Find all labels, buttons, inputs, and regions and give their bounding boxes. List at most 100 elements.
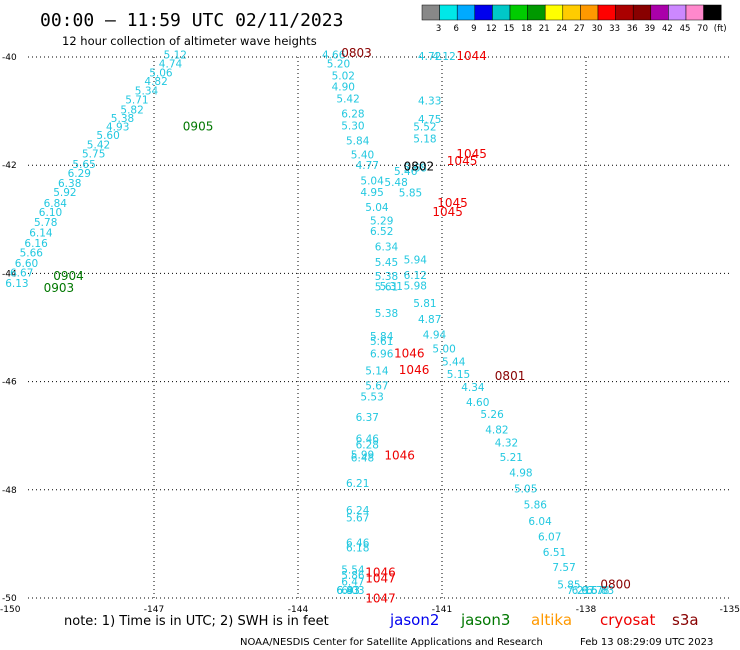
swh-value-label: 5.06 (149, 67, 173, 79)
swh-value-label: 5.21 (500, 452, 523, 464)
colorbar-label: 9 (471, 24, 476, 34)
colorbar-label: 15 (504, 24, 515, 34)
swh-value-label: 5.71 (125, 95, 148, 107)
swh-value-label: 5.99 (351, 449, 374, 461)
y-tick-label: -44 (2, 269, 17, 279)
colorbar-swatch (632, 4, 652, 21)
time-labels: 0803 104409051045104508021045104509040903… (44, 46, 631, 605)
colorbar-swatch (439, 4, 458, 21)
colorbar-label: 45 (680, 24, 691, 34)
swh-value-label: 5.53 (360, 392, 383, 404)
swh-value-label: 6.83 (336, 585, 359, 597)
pass-time-label: 1046 (365, 565, 396, 579)
swh-value-label: 5.84 (346, 136, 370, 148)
swh-value-label: 5.34 (135, 85, 159, 97)
swh-value-label: 4.82 (485, 425, 508, 437)
pass-time-label: 1046 (394, 346, 425, 360)
swh-value-label: 4.66 (322, 50, 346, 62)
colorbar-swatch (421, 4, 440, 21)
swh-value-label: 5.75 (82, 149, 105, 161)
footer-note: note: 1) Time is in UTC; 2) SWH is in fe… (64, 614, 329, 629)
y-tick-label: -46 (2, 378, 17, 388)
swh-value-label: 6.16 (24, 238, 48, 250)
swh-value-label: 6.38 (58, 178, 81, 190)
swh-value-label: 6.29 (68, 168, 91, 180)
swh-value-label: 5.61 (370, 336, 393, 348)
swh-value-label: 5.40 (351, 150, 374, 162)
colorbar-label: 39 (644, 24, 655, 34)
pass-time-label: 1047 (365, 571, 396, 585)
pass-time-label: 1045 (432, 205, 463, 219)
x-tick-label: -147 (144, 605, 164, 615)
swh-value-label: 5.52 (413, 122, 436, 134)
swh-value-label: 6.47 (341, 577, 364, 589)
swh-value-label: 4.87 (418, 314, 441, 326)
legend-entry-jason2: jason2 (389, 611, 439, 629)
swh-value-label: 4.90 (332, 82, 355, 94)
swh-value-label: 6.37 (356, 412, 379, 424)
x-tick-label: -150 (0, 605, 21, 615)
colorbar-label: 3 (436, 24, 441, 34)
pass-time-label: 1044 (456, 49, 487, 63)
swh-value-label: 5.48 (384, 177, 407, 189)
colorbar-swatch (685, 4, 704, 21)
swh-value-label: 4.82 (144, 76, 167, 88)
swh-value-label: 6.13 (5, 278, 28, 290)
swh-value-label: 4.95 (360, 187, 383, 199)
swh-value-label: 6.04 (528, 516, 552, 528)
swh-value-label: 6.93 (336, 585, 359, 597)
swh-value-label: 5.14 (365, 366, 389, 378)
colorbar-label: 42 (662, 24, 673, 34)
swh-value-label: 6.43 (336, 585, 359, 597)
swh-value-label: 5.04 (365, 202, 389, 214)
footer-timestamp: Feb 13 08:29:09 UTC 2023 (580, 637, 713, 648)
swh-value-label: 6.67 (10, 268, 33, 280)
swh-value-label: 7.57 (552, 562, 575, 574)
swh-value-label: 4.75 (418, 114, 441, 126)
swh-value-label: 6.97 (572, 585, 595, 597)
swh-value-label: 5.31 (380, 281, 403, 293)
swh-value-label: 6.07 (538, 532, 561, 544)
pass-time-label: 0903 (44, 281, 75, 295)
legend-entry-altika: altika (531, 611, 572, 629)
swh-value-label: 6.83 (591, 585, 614, 597)
swh-value-label: 5.61 (375, 282, 398, 294)
colorbar-label: 70 (697, 24, 708, 34)
swh-value-label: 4.94 (423, 329, 447, 341)
swh-value-label: 5.45 (375, 257, 398, 269)
swh-value-label: 6.84 (44, 198, 68, 210)
y-tick-label: -40 (2, 53, 17, 63)
colorbar-swatch (597, 4, 616, 21)
x-tick-label: -144 (288, 605, 309, 615)
swh-value-label: 6.03 (341, 585, 364, 597)
swh-value-label: 6.46 (356, 434, 380, 446)
swh-value-label: 5.38 (375, 271, 398, 283)
colorbar-label: 12 (486, 24, 497, 34)
swh-value-label: 4.72 (418, 51, 441, 63)
swh-value-label: 4.33 (418, 96, 441, 108)
colorbar-label: 36 (627, 24, 638, 34)
swh-value-label: 6.96 (370, 348, 394, 360)
swh-value-label: 5.42 (336, 93, 359, 105)
swh-value-label: 4.74 (159, 58, 183, 70)
swh-value-label: 5.46 (394, 166, 418, 178)
colorbar-label: 6 (453, 24, 458, 34)
swh-value-label: 5.15 (447, 369, 470, 381)
swh-value-label: 5.38 (375, 308, 398, 320)
swh-value-label: 5.02 (332, 71, 355, 83)
colorbar-swatch (474, 4, 493, 21)
swh-value-label: 6.12 (404, 270, 427, 282)
pass-time-label: 0803 (341, 46, 372, 60)
colorbar-swatch (544, 4, 564, 21)
legend-entry-cryosat: cryosat (600, 611, 655, 629)
swh-value-label: 6.24 (346, 505, 370, 517)
y-tick-label: -48 (2, 486, 17, 496)
pass-time-label: 0905 (183, 120, 214, 134)
swh-value-label: 5.81 (413, 298, 436, 310)
swh-value-label: 5.94 (404, 255, 428, 267)
axis-ticks: -150 -147 -144 -141 -138 -135 -40 -42 -44 -46 -48 -… (0, 53, 740, 615)
pass-time-label: 1046 (384, 449, 415, 463)
swh-value-label: 6.52 (370, 226, 393, 238)
swh-value-label: 5.78 (34, 217, 57, 229)
swh-value-label: 7.21 (567, 585, 590, 597)
